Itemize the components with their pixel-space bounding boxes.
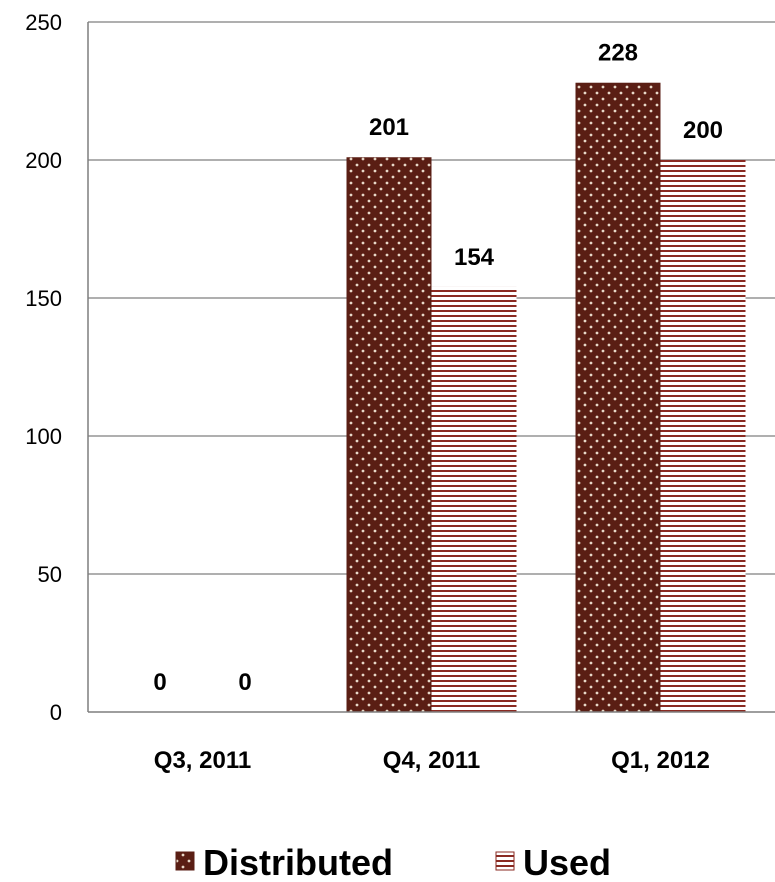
y-tick-label-0: 0 (50, 700, 62, 725)
legend-swatch-distributed (175, 851, 195, 871)
bar-used-2 (431, 286, 517, 712)
axes (87, 22, 775, 713)
y-axis-tick-labels: 0 50 100 150 200 250 (25, 10, 62, 725)
data-label-distributed-3: 228 (598, 40, 638, 67)
legend-label-used: Used (523, 842, 611, 882)
bar-distributed-2 (346, 157, 432, 713)
y-tick-label-150: 150 (25, 286, 62, 311)
legend: Distributed Used (175, 842, 611, 882)
legend-label-distributed: Distributed (203, 842, 393, 882)
x-axis-category-labels: Q3, 2011 Q4, 2011 Q1, 2012 (154, 747, 710, 774)
legend-swatch-used (495, 851, 515, 871)
x-category-label-2: Q4, 2011 (383, 747, 480, 774)
bar-distributed-3 (575, 82, 661, 713)
y-tick-label-100: 100 (25, 424, 62, 449)
x-category-label-1: Q3, 2011 (154, 747, 251, 774)
x-category-label-3: Q1, 2012 (611, 747, 710, 774)
data-labels: 0 0 201 154 228 200 (153, 40, 723, 696)
data-label-used-1: 0 (238, 669, 251, 696)
y-tick-label-250: 250 (25, 10, 62, 35)
data-label-distributed-2: 201 (369, 114, 409, 141)
data-label-used-3: 200 (683, 117, 723, 144)
y-tick-label-200: 200 (25, 148, 62, 173)
bars (346, 82, 746, 713)
bar-used-3 (660, 160, 746, 712)
y-tick-label-50: 50 (38, 562, 62, 587)
data-label-used-2: 154 (454, 244, 495, 271)
data-label-distributed-1: 0 (153, 669, 166, 696)
